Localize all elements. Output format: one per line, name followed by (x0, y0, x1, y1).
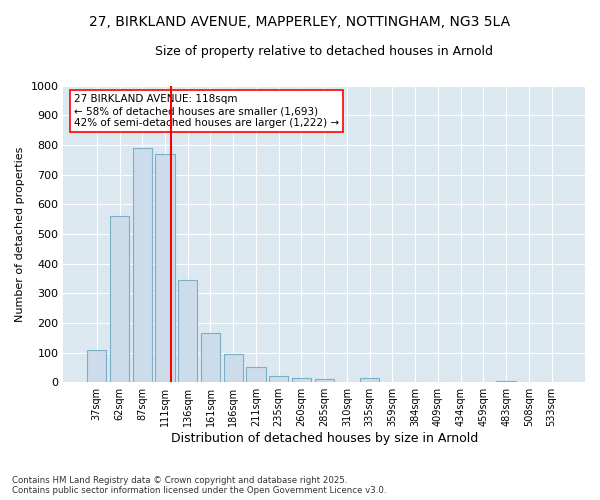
Bar (87, 350, 106, 382)
X-axis label: Distribution of detached houses by size in Arnold: Distribution of detached houses by size … (170, 432, 478, 445)
Bar (247, 368, 266, 382)
Bar (269, 376, 289, 382)
Title: Size of property relative to detached houses in Arnold: Size of property relative to detached ho… (155, 45, 493, 58)
Bar (314, 378, 334, 382)
Y-axis label: Number of detached properties: Number of detached properties (15, 146, 25, 322)
Bar (292, 378, 311, 382)
Bar (133, 148, 152, 382)
Text: Contains HM Land Registry data © Crown copyright and database right 2025.
Contai: Contains HM Land Registry data © Crown c… (12, 476, 386, 495)
Bar (224, 354, 243, 382)
Bar (155, 154, 175, 382)
Text: 27, BIRKLAND AVENUE, MAPPERLEY, NOTTINGHAM, NG3 5LA: 27, BIRKLAND AVENUE, MAPPERLEY, NOTTINGH… (89, 15, 511, 29)
Text: 27 BIRKLAND AVENUE: 118sqm
← 58% of detached houses are smaller (1,693)
42% of s: 27 BIRKLAND AVENUE: 118sqm ← 58% of deta… (74, 94, 339, 128)
Bar (201, 334, 220, 382)
Bar (178, 280, 197, 382)
Bar (496, 380, 516, 382)
Bar (360, 378, 379, 382)
Bar (110, 216, 129, 382)
